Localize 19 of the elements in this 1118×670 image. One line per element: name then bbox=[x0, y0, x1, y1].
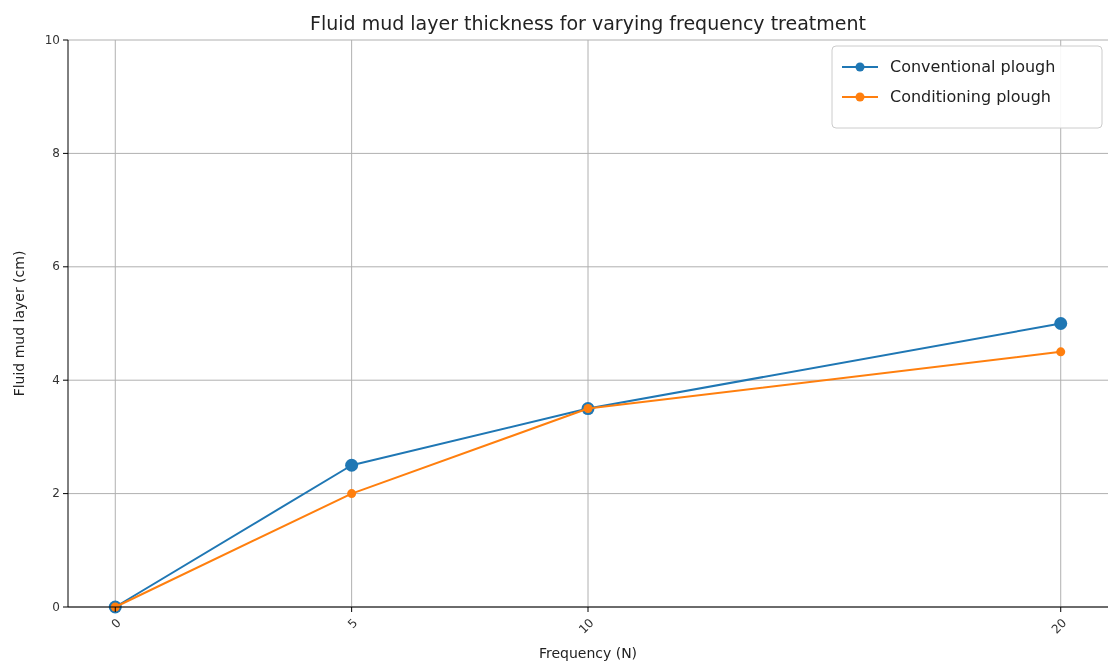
x-tick-label: 10 bbox=[575, 615, 597, 637]
legend-label: Conditioning plough bbox=[890, 86, 1052, 106]
legend-label: Conventional plough bbox=[890, 56, 1056, 76]
y-axis-title: Fluid mud layer (cm) bbox=[11, 250, 27, 397]
point bbox=[1056, 347, 1066, 357]
y-tick-label: 4 bbox=[52, 372, 60, 387]
x-tick-label: 5 bbox=[344, 615, 361, 631]
y-tick-label: 6 bbox=[52, 259, 60, 274]
x-tick-label: 0 bbox=[108, 615, 124, 631]
x-tick-label: 20 bbox=[1048, 615, 1070, 637]
point bbox=[1054, 317, 1068, 330]
y-tick-label: 0 bbox=[52, 599, 60, 614]
point bbox=[345, 458, 359, 472]
point bbox=[347, 489, 357, 499]
y-tick-label: 10 bbox=[44, 32, 60, 47]
x-axis-title: Frequency (N) bbox=[538, 645, 638, 661]
chart-title: Fluid mud layer thickness for varying frequency treatment bbox=[310, 12, 866, 34]
y-tick-label: 2 bbox=[52, 486, 60, 501]
y-tick-label: 8 bbox=[52, 145, 60, 160]
